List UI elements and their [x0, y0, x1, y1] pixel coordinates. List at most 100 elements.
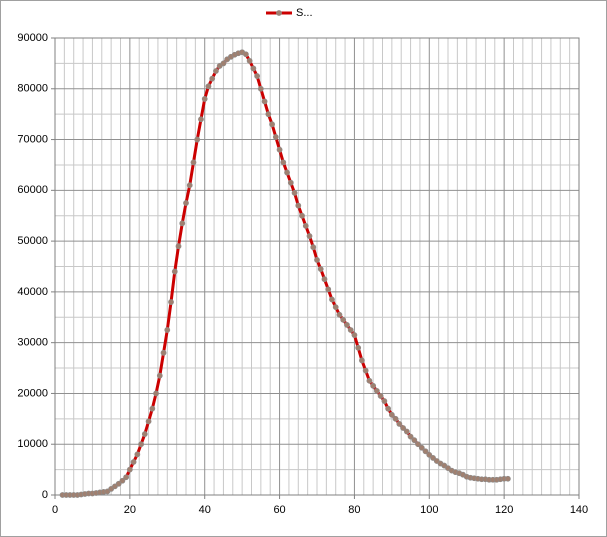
data-point: [261, 98, 268, 105]
data-point: [351, 332, 358, 338]
data-point: [246, 57, 253, 64]
data-point: [201, 96, 208, 102]
data-point: [403, 428, 410, 435]
data-point: [141, 431, 148, 437]
data-point: [310, 244, 317, 251]
x-tick-label: 140: [570, 504, 588, 516]
plot-border: [54, 37, 580, 496]
data-point: [385, 405, 392, 412]
data-point: [430, 455, 436, 461]
x-tick-label: 0: [52, 504, 58, 516]
data-point: [362, 367, 369, 374]
data-point: [250, 65, 257, 72]
data-point: [160, 349, 167, 356]
y-tick-label: 0: [42, 489, 48, 501]
data-point: [276, 146, 283, 153]
data-point: [257, 85, 264, 92]
data-point: [149, 405, 156, 412]
data-point: [186, 182, 193, 189]
y-tick-label: 50000: [17, 235, 48, 247]
data-point: [373, 388, 380, 394]
x-tick-label: 20: [124, 504, 136, 516]
data-point: [392, 415, 399, 422]
legend-label: S...: [296, 7, 313, 19]
data-point: [138, 441, 144, 448]
data-point: [400, 425, 406, 431]
data-point: [168, 299, 174, 305]
data-point: [153, 390, 159, 397]
data-point: [284, 169, 290, 176]
data-point: [280, 159, 287, 166]
data-point: [220, 60, 227, 67]
data-point: [340, 316, 347, 323]
data-point: [422, 448, 429, 455]
data-point: [321, 276, 328, 283]
data-point: [377, 393, 384, 399]
data-point: [145, 418, 152, 425]
data-point: [388, 411, 395, 418]
y-tick-label: 30000: [17, 337, 48, 349]
data-point: [123, 474, 130, 481]
data-point: [287, 179, 294, 186]
data-point: [504, 475, 511, 482]
data-point: [115, 480, 122, 487]
data-point: [171, 268, 178, 275]
y-tick-label: 60000: [17, 184, 48, 196]
y-tick-label: 80000: [17, 83, 48, 95]
data-point: [329, 296, 335, 303]
data-point: [344, 321, 350, 328]
data-point: [355, 344, 362, 351]
data-point: [213, 68, 219, 74]
data-point: [415, 441, 421, 448]
data-point: [306, 233, 313, 239]
data-point: [381, 398, 388, 404]
x-tick-label: 100: [420, 504, 438, 516]
data-point: [130, 459, 137, 465]
legend-marker: [276, 10, 282, 16]
y-tick-label: 40000: [17, 286, 48, 298]
data-point: [254, 73, 261, 79]
data-point: [156, 372, 163, 379]
y-tick-label: 10000: [17, 438, 48, 450]
x-tick-label: 60: [273, 504, 285, 516]
data-point: [325, 286, 332, 293]
data-point: [407, 433, 414, 440]
data-point: [295, 202, 302, 209]
data-point: [336, 311, 343, 318]
data-point: [126, 466, 133, 473]
data-point: [302, 222, 309, 229]
data-point: [175, 243, 182, 250]
data-point: [332, 304, 339, 311]
data-point: [347, 327, 354, 333]
data-point: [291, 189, 298, 196]
data-point: [366, 377, 373, 384]
data-point: [269, 121, 275, 128]
data-point: [205, 83, 212, 90]
data-point: [396, 421, 403, 427]
data-point: [265, 111, 272, 118]
data-point: [370, 382, 377, 389]
data-point: [411, 437, 418, 444]
x-tick-label: 40: [199, 504, 211, 516]
data-point: [426, 451, 433, 458]
data-point: [164, 327, 171, 333]
data-point: [179, 220, 186, 227]
x-tick-label: 80: [348, 504, 360, 516]
data-point: [359, 357, 365, 364]
y-tick-label: 20000: [17, 387, 48, 399]
data-point: [272, 134, 279, 140]
data-point: [190, 159, 197, 166]
data-point: [242, 51, 249, 58]
data-point: [183, 200, 189, 206]
data-point: [194, 136, 201, 143]
data-point: [119, 477, 126, 484]
data-point: [299, 212, 305, 219]
y-tick-label: 90000: [17, 32, 48, 44]
data-point: [418, 444, 425, 451]
data-point: [134, 451, 141, 458]
x-tick-label: 120: [495, 504, 513, 516]
data-point: [198, 116, 204, 123]
data-point: [209, 75, 216, 82]
data-point: [317, 266, 324, 272]
